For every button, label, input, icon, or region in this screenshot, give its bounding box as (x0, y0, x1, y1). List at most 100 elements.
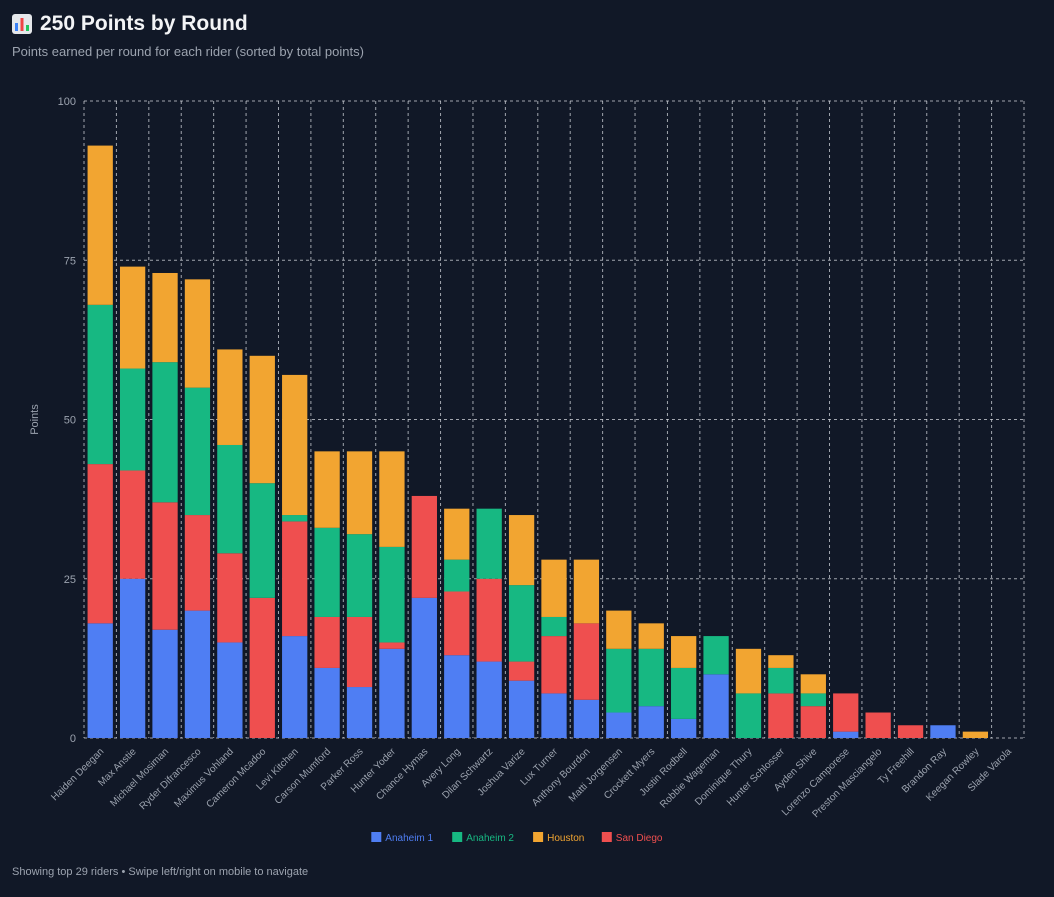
bar-segment (87, 304, 113, 465)
bar-segment (800, 693, 826, 707)
bar-segment (833, 693, 859, 732)
bar-segment (184, 279, 211, 388)
bar-segment (671, 667, 697, 719)
bar-segment (314, 667, 340, 738)
bar-segment (800, 674, 826, 694)
bar-segment (508, 585, 535, 662)
bar-segment (476, 578, 502, 662)
bar-segment (184, 387, 211, 516)
legend-label: Anaheim 2 (466, 833, 514, 844)
bar-segment (346, 687, 373, 738)
bar-segment (346, 616, 373, 688)
bar-segment (735, 693, 762, 738)
page-subtitle: Points earned per round for each rider (… (12, 44, 364, 59)
bar-segment (703, 674, 729, 738)
x-tick-label: Hunter Schlosser (725, 746, 787, 808)
x-tick-label: Ryder Difrancesco (138, 746, 204, 812)
title-row: 250 Points by Round (12, 12, 364, 36)
legend-label: San Diego (616, 833, 663, 844)
bar-segment (638, 706, 664, 738)
bar-segment (411, 597, 437, 738)
bar-segment (152, 272, 178, 363)
y-tick-label: 100 (58, 96, 76, 108)
bar-segment (346, 451, 373, 535)
bar-segment (671, 718, 697, 738)
y-tick-label: 75 (64, 255, 76, 267)
bar-segment (152, 362, 178, 503)
bar-segment (314, 451, 340, 528)
bar-segment (282, 374, 308, 516)
bar-segment (800, 706, 826, 738)
bar-segment (282, 521, 308, 637)
bar-segment (444, 591, 470, 656)
bar-segment (282, 636, 308, 738)
bar-segment (379, 451, 405, 547)
bar-segment (119, 266, 146, 369)
bar-segment (508, 515, 535, 586)
x-tick-label: Michael Mosiman (108, 746, 171, 809)
bar-segment (541, 636, 567, 694)
y-tick-label: 50 (64, 415, 76, 427)
x-tick-label: Cameron Mcadoo (204, 746, 268, 810)
bar-segment (282, 515, 308, 522)
bar-segment (119, 578, 146, 738)
bar-segment (379, 648, 405, 738)
x-tick-label: Anthony Bourdon (530, 746, 592, 808)
bar-segment (249, 355, 275, 484)
legend-swatch (452, 832, 463, 842)
bar-segment (379, 546, 405, 643)
bar-segment (119, 368, 146, 471)
bar-segment (444, 655, 470, 738)
bar-chart-icon (12, 14, 32, 34)
bar-segment (638, 648, 664, 707)
bar-segment (476, 508, 502, 579)
page-title: 250 Points by Round (40, 12, 248, 35)
bar-segment (930, 725, 956, 738)
bar-segment (541, 559, 567, 617)
bar-segment (152, 502, 178, 630)
legend-swatch (533, 832, 544, 842)
bar-segment (217, 642, 243, 738)
bar-segment (865, 712, 891, 738)
bar-segment (768, 655, 794, 668)
bar-segment (87, 145, 113, 305)
bar-segment (833, 731, 859, 738)
x-tick-label: Maximus Vohland (172, 746, 236, 810)
bar-segment (444, 559, 470, 592)
bar-segment (735, 648, 762, 694)
bar-segment (249, 597, 275, 738)
bar-segment (184, 515, 211, 611)
bar-segment (379, 642, 405, 649)
bar-segment (541, 693, 567, 738)
bar-segment (217, 444, 243, 554)
bar-segment (87, 623, 113, 738)
legend-swatch (601, 832, 612, 842)
bar-segment (541, 616, 567, 637)
x-tick-label: Carson Mumford (273, 746, 333, 806)
bar-segment (314, 616, 340, 668)
bar-segment (606, 610, 632, 649)
bar-segment (411, 495, 437, 598)
bar-segment (217, 553, 243, 643)
bar-segment (314, 527, 340, 617)
x-tick-label: Dominique Thury (693, 746, 754, 807)
bar-segment (508, 661, 535, 681)
legend-label: Anaheim 1 (385, 833, 433, 844)
bar-segment (152, 629, 178, 738)
bar-segment (476, 661, 502, 738)
bar-segment (249, 483, 275, 598)
bar-segment (606, 648, 632, 713)
bar-segment (703, 636, 729, 675)
chart-header: 250 Points by Round Points earned per ro… (12, 12, 364, 59)
bar-segment (606, 712, 632, 738)
bar-segment (768, 693, 794, 738)
bar-segment (217, 349, 243, 445)
bar-segment (346, 534, 373, 617)
y-tick-label: 25 (64, 574, 76, 586)
bar-segment (508, 680, 535, 738)
bar-segment (184, 610, 211, 738)
bar-segment (897, 725, 924, 738)
bar-segment (671, 636, 697, 668)
y-axis-title: Points (29, 404, 41, 435)
